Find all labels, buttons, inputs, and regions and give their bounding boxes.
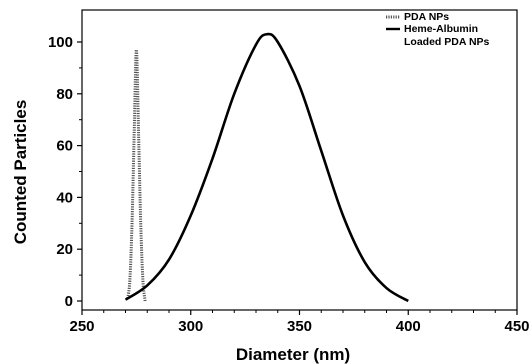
series-line-1 xyxy=(126,48,147,302)
x-axis-ticks: 250 300 350 400 450 xyxy=(69,310,529,335)
y-tick-label: 40 xyxy=(56,189,73,206)
x-tick-label: 450 xyxy=(504,318,529,335)
y-axis-ticks: 0 20 40 60 80 100 xyxy=(48,34,82,310)
plot-frame xyxy=(81,9,518,311)
y-axis-title: Counted Particles xyxy=(11,100,30,245)
plot-border xyxy=(81,9,518,311)
y-tick-label: 60 xyxy=(56,138,73,155)
y-tick-label: 20 xyxy=(56,241,73,258)
y-tick-label: 0 xyxy=(65,293,73,310)
y-tick-label: 100 xyxy=(48,34,73,51)
legend-label-2: Heme-Albumin xyxy=(404,23,478,35)
x-tick-label: 300 xyxy=(178,318,203,335)
x-tick-label: 250 xyxy=(69,318,94,335)
y-tick-label: 80 xyxy=(56,86,73,103)
x-tick-label: 400 xyxy=(396,318,421,335)
series-layer xyxy=(124,32,409,303)
legend-label-1: PDA NPs xyxy=(404,11,449,23)
series-line-2 xyxy=(124,32,409,303)
x-axis-title: Diameter (nm) xyxy=(236,345,350,364)
legend-label-2: Loaded PDA NPs xyxy=(404,36,490,48)
x-tick-label: 350 xyxy=(287,318,312,335)
